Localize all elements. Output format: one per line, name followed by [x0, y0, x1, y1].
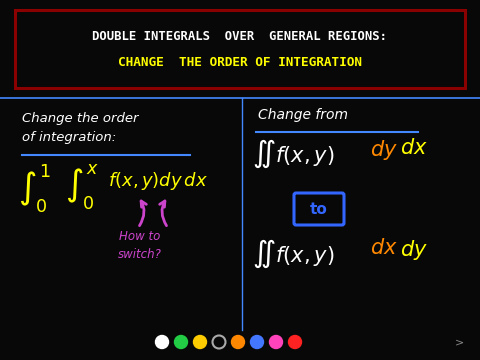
Text: $\int_0^1$: $\int_0^1$: [18, 163, 51, 215]
Text: CHANGE  THE ORDER OF INTEGRATION: CHANGE THE ORDER OF INTEGRATION: [118, 57, 362, 69]
FancyBboxPatch shape: [294, 193, 344, 225]
Text: DOUBLE INTEGRALS  OVER  GENERAL REGIONS:: DOUBLE INTEGRALS OVER GENERAL REGIONS:: [93, 30, 387, 42]
Circle shape: [193, 336, 206, 348]
Text: $dy$: $dy$: [370, 138, 398, 162]
Text: $dx$: $dx$: [400, 138, 428, 158]
Circle shape: [156, 336, 168, 348]
Text: $\iint f(x,y)$: $\iint f(x,y)$: [252, 138, 335, 170]
Circle shape: [288, 336, 301, 348]
Text: $\iint f(x,y)$: $\iint f(x,y)$: [252, 238, 335, 270]
Text: $\int_0^x$: $\int_0^x$: [65, 163, 99, 212]
Circle shape: [251, 336, 264, 348]
Text: of integration:: of integration:: [22, 131, 116, 144]
Text: >: >: [456, 337, 465, 347]
Circle shape: [269, 336, 283, 348]
Text: $f(x,y)dy\,dx$: $f(x,y)dy\,dx$: [108, 170, 208, 192]
Text: Change the order: Change the order: [22, 112, 139, 125]
Text: $dx$: $dx$: [370, 238, 398, 258]
Text: to: to: [310, 202, 328, 216]
Text: How to: How to: [120, 230, 161, 243]
Text: switch?: switch?: [118, 248, 162, 261]
Text: $dy$: $dy$: [400, 238, 428, 262]
Circle shape: [175, 336, 188, 348]
Text: Change from: Change from: [258, 108, 348, 122]
Circle shape: [231, 336, 244, 348]
